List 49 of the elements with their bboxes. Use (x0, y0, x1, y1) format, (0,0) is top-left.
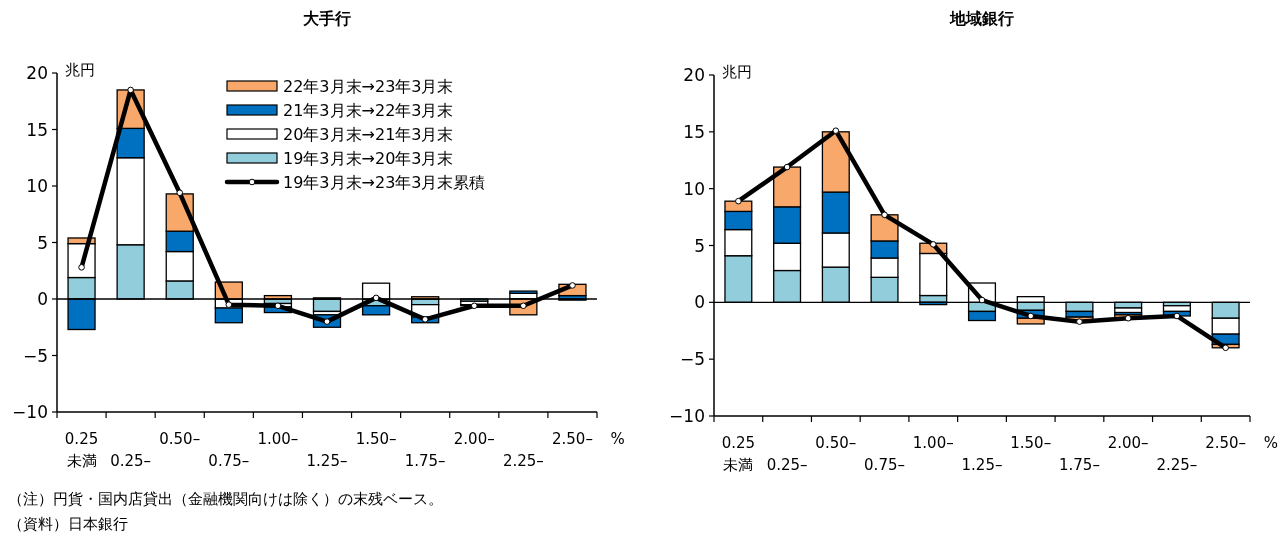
text: （資料）日本銀行 (8, 515, 128, 533)
y-tick-label: 20 (26, 63, 48, 83)
x-tick-label: 0.75– (864, 456, 905, 474)
y-tick-label: 5 (37, 232, 48, 253)
x-tick-label: 0.25 未満 (64, 430, 99, 470)
y-tick-label: −10 (12, 402, 48, 422)
x-tick-label: 0.75– (208, 452, 250, 470)
y-tick-label: 20 (683, 65, 705, 85)
x-tick-label: 2.25– (502, 452, 544, 470)
x-tick-label: 2.00– (453, 430, 495, 448)
x-tick-label: 0.25– (766, 456, 808, 474)
legend-label: 22年3月末→23年3月末 (283, 77, 454, 96)
x-tick-label: 2.50– (552, 430, 593, 448)
text: （注）円貨・国内店貸出（金融機関向けは除く）の末残ベース。 (8, 490, 443, 508)
x-tick-label: 1.25– (306, 452, 348, 470)
x-axis-title: % (1263, 434, 1278, 452)
x-tick-label: 1.75– (404, 452, 446, 470)
x-tick-label: 1.00– (912, 434, 954, 452)
x-tick-label: 1.50– (355, 430, 397, 448)
x-tick-label: 1.50– (1010, 434, 1052, 452)
x-tick-label: 1.00– (257, 430, 299, 448)
legend-label: 19年3月末→23年3月末累積 (283, 173, 486, 192)
legend-label: 20年3月末→21年3月末 (283, 125, 454, 144)
x-axis-title: % (610, 430, 625, 448)
x-tick-label: 0.25– (110, 452, 152, 470)
x-tick-label: 2.50– (1205, 434, 1247, 452)
x-tick-label: 2.00– (1107, 434, 1149, 452)
chart-title: 地域銀行 (949, 9, 1014, 28)
y-tick-label: 0 (37, 289, 48, 309)
y-tick-label: 5 (694, 235, 705, 256)
x-tick-label: 0.50– (815, 434, 857, 452)
x-tick-label: 1.25– (961, 456, 1003, 474)
y-tick-label: −5 (679, 349, 705, 370)
x-tick-label: 0.25 未満 (721, 434, 756, 474)
y-axis-title: 兆円 (722, 63, 752, 81)
y-tick-label: −5 (22, 345, 48, 366)
legend-label: 19年3月末→20年3月末 (283, 149, 454, 168)
y-tick-label: 15 (26, 119, 48, 140)
y-tick-label: 15 (683, 121, 705, 142)
legend-label: 21年3月末→22年3月末 (283, 101, 454, 120)
chart-title: 大手行 (303, 9, 351, 28)
y-tick-label: 0 (694, 292, 705, 313)
y-tick-label: 10 (683, 178, 705, 199)
x-tick-label: 2.25– (1156, 456, 1198, 474)
y-axis-title: 兆円 (65, 61, 95, 79)
x-tick-label: 1.75– (1059, 456, 1100, 474)
x-tick-label: 0.50– (159, 430, 201, 448)
y-tick-label: 10 (26, 176, 48, 196)
y-tick-label: −10 (669, 406, 705, 426)
